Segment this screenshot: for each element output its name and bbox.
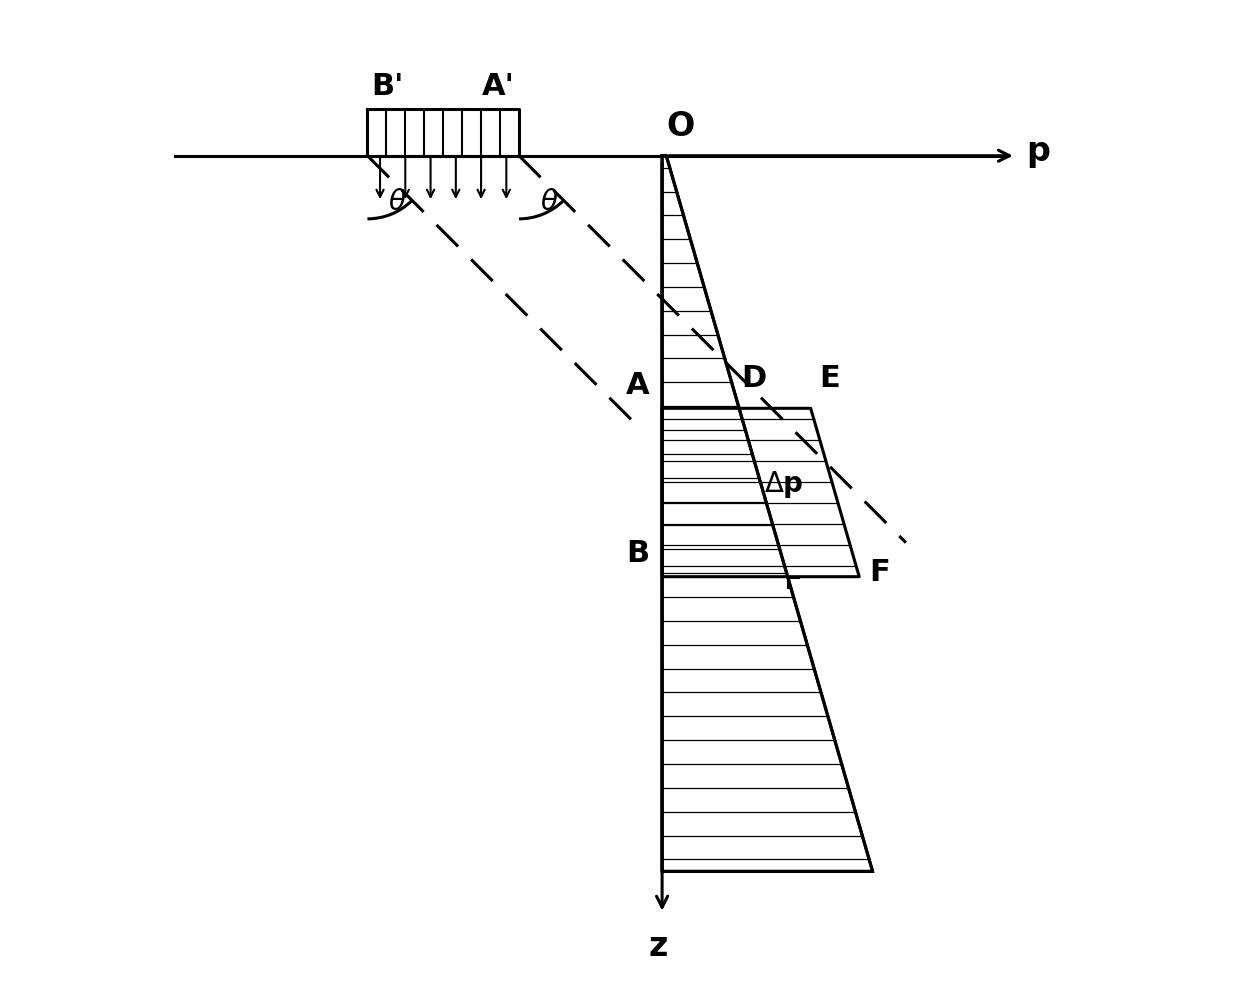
- Text: O: O: [666, 110, 694, 143]
- Text: $\theta$: $\theta$: [388, 188, 407, 217]
- Text: D: D: [742, 364, 766, 393]
- Text: B': B': [372, 72, 404, 101]
- Text: B: B: [626, 539, 650, 568]
- Text: p: p: [1025, 135, 1050, 168]
- Text: $\theta$: $\theta$: [539, 188, 558, 217]
- Text: A: A: [626, 371, 650, 400]
- Text: F: F: [869, 558, 890, 587]
- Text: E: E: [820, 364, 839, 393]
- Text: A': A': [482, 72, 515, 101]
- Text: $\Delta$p: $\Delta$p: [764, 469, 804, 499]
- Text: z: z: [649, 930, 667, 963]
- Polygon shape: [662, 156, 873, 872]
